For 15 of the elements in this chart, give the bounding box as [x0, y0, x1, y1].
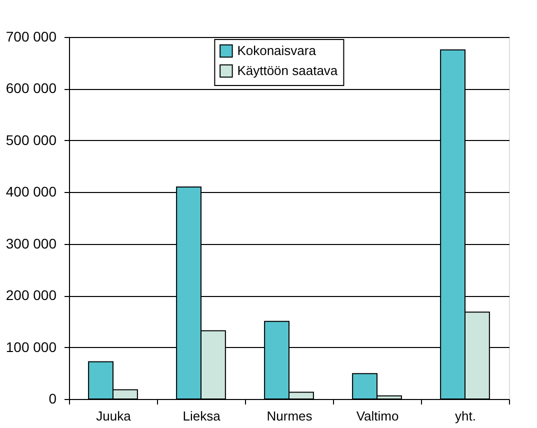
- x-tick-label: Lieksa: [182, 408, 222, 424]
- y-tick-label: 0: [48, 390, 57, 406]
- y-tick-label: 700 000: [6, 28, 57, 44]
- x-tick-label: Nurmes: [266, 408, 313, 424]
- x-tick-label: Valtimo: [356, 408, 399, 424]
- y-tick-label: 500 000: [6, 132, 57, 148]
- legend-label: Käyttöön saatava: [237, 63, 338, 78]
- y-tick-label: 100 000: [6, 338, 57, 355]
- legend-label: Kokonaisvara: [237, 43, 317, 58]
- y-tick-label: 400 000: [6, 184, 57, 200]
- y-tick-label: 600 000: [6, 80, 57, 96]
- x-tick-label: yht.: [455, 408, 476, 424]
- y-tick-label: 300 000: [6, 235, 57, 252]
- y-tick-label: 200 000: [6, 287, 57, 304]
- x-tick-label: Juuka: [96, 408, 132, 424]
